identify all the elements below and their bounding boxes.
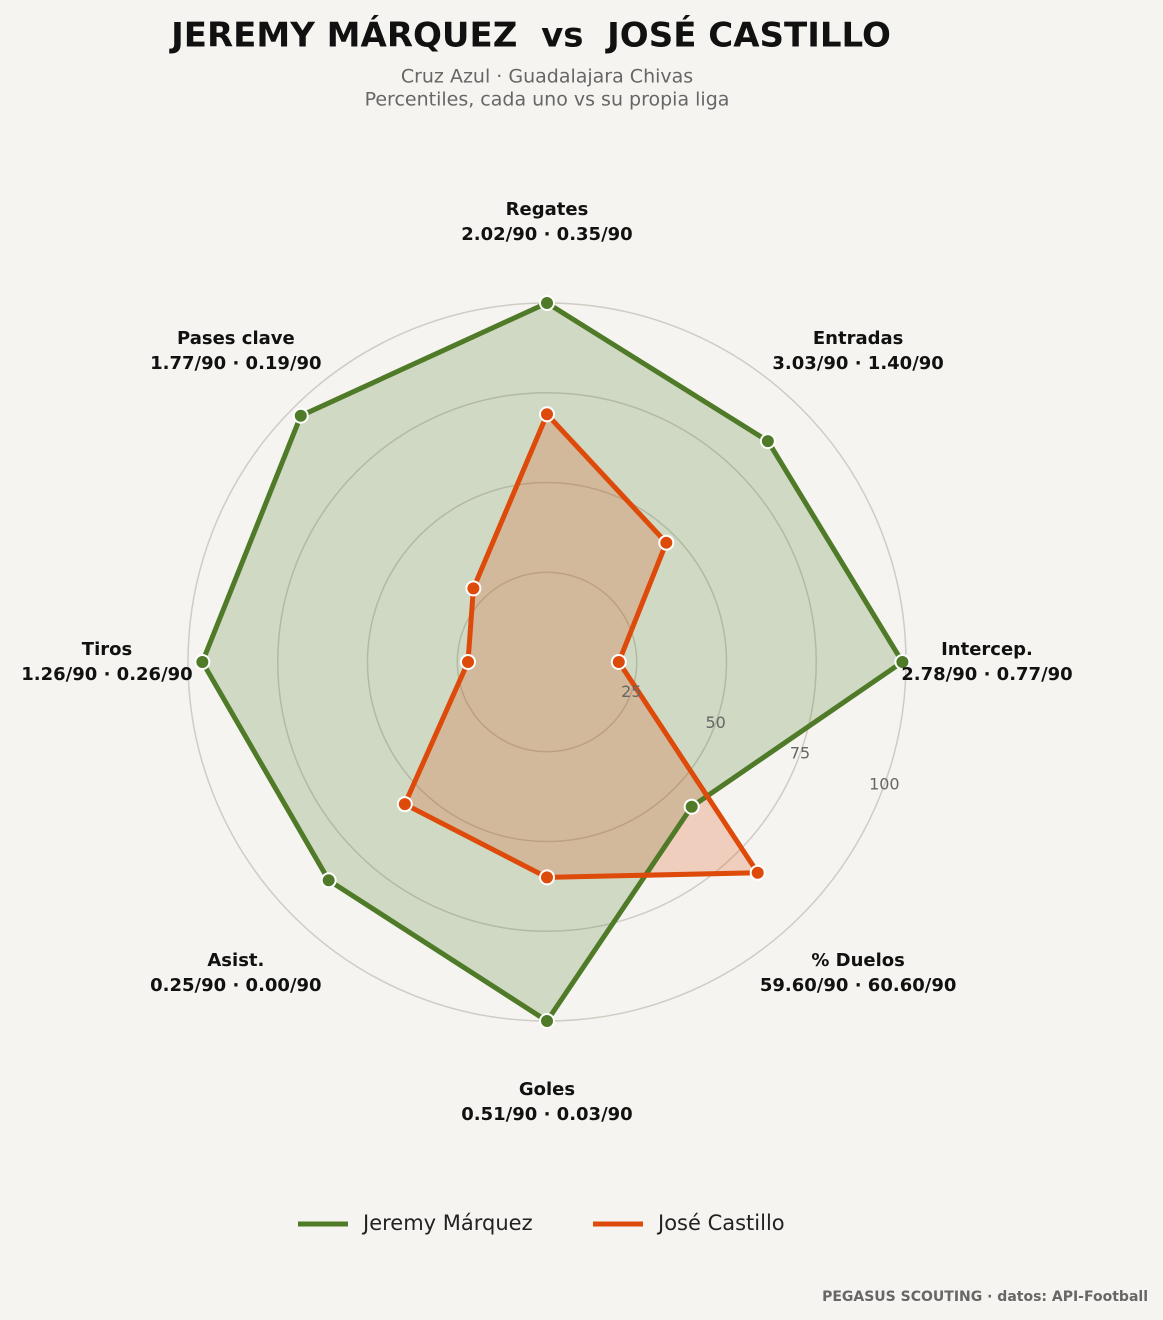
axis-label: Asist.	[207, 950, 264, 971]
axis-detail: 2.78/90 · 0.77/90	[901, 664, 1072, 685]
grid-ring	[277, 392, 817, 932]
axis-detail: 0.25/90 · 0.00/90	[150, 975, 321, 996]
axis-detail: 59.60/90 · 60.60/90	[760, 975, 957, 996]
r-tick-label: 25	[621, 682, 641, 701]
grid-ring	[456, 571, 638, 753]
data-point	[749, 864, 766, 881]
data-point	[683, 798, 700, 815]
data-point	[396, 796, 413, 813]
data-point	[539, 406, 555, 423]
r-tick-label: 50	[705, 713, 725, 732]
data-point	[658, 534, 675, 551]
axis-detail: 3.03/90 · 1.40/90	[772, 353, 943, 374]
data-point	[460, 654, 477, 670]
data-point	[610, 654, 627, 670]
axis-label: % Duelos	[811, 950, 905, 971]
axis-label: Tiros	[82, 639, 132, 660]
axis-detail: 1.26/90 · 0.26/90	[21, 664, 192, 685]
chart-subtitle: Percentiles, cada uno vs su propia liga	[365, 89, 730, 111]
axis-label: Entradas	[813, 328, 903, 349]
data-point	[539, 295, 555, 311]
data-point	[320, 872, 337, 889]
data-point	[194, 654, 211, 670]
axis-label: Regates	[506, 199, 589, 220]
axis-label: Intercep.	[941, 639, 1033, 660]
legend-label: Jeremy Márquez	[361, 1211, 533, 1235]
axis-label: Pases clave	[177, 328, 295, 349]
data-point	[539, 869, 555, 886]
data-point	[894, 654, 911, 670]
footer: PEGASUS SCOUTING · datos: API-Football	[822, 1289, 1148, 1305]
grid-ring	[366, 481, 728, 843]
series-area	[404, 414, 758, 878]
axis-detail: 2.02/90 · 0.35/90	[461, 224, 632, 245]
r-tick-label: 100	[869, 774, 900, 793]
chart-title: JEREMY MÁRQUEZ vs JOSÉ CASTILLO	[169, 15, 891, 56]
r-tick-label: 75	[790, 744, 810, 763]
data-point	[539, 1013, 555, 1029]
axis-detail: 1.77/90 · 0.19/90	[150, 353, 321, 374]
series-area	[202, 303, 903, 1021]
data-point	[759, 433, 776, 450]
chart-subtitle: Cruz Azul · Guadalajara Chivas	[401, 66, 693, 88]
data-point	[292, 407, 309, 424]
axis-detail: 0.51/90 · 0.03/90	[461, 1104, 632, 1125]
legend-label: José Castillo	[656, 1211, 785, 1235]
data-point	[465, 580, 482, 597]
axis-label: Goles	[519, 1079, 575, 1100]
